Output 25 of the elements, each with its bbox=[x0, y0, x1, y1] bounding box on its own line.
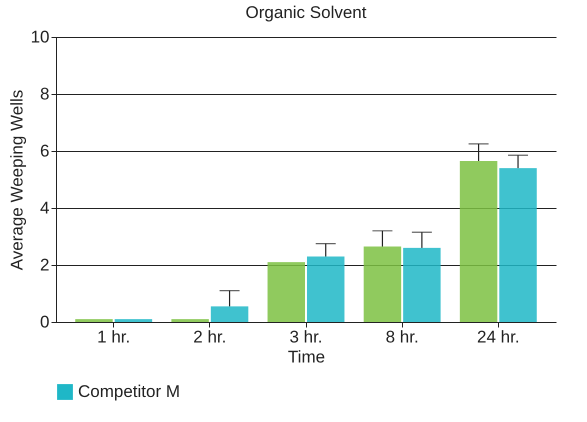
y-tick-label: 2 bbox=[40, 256, 50, 274]
y-tick-label: 0 bbox=[40, 312, 50, 332]
bar bbox=[403, 248, 441, 322]
x-axis-title: Time bbox=[288, 348, 326, 366]
chart-title: Organic Solvent bbox=[246, 3, 367, 22]
bar bbox=[268, 262, 306, 322]
bar bbox=[306, 256, 344, 322]
y-axis-title: Average Weeping Wells bbox=[8, 90, 27, 270]
x-tick-label: 3 hr. bbox=[289, 328, 323, 346]
bar bbox=[210, 306, 248, 322]
y-tick-label: 8 bbox=[40, 84, 50, 104]
y-tick-label: 10 bbox=[30, 28, 50, 46]
bar bbox=[171, 319, 209, 322]
y-tick-label: 6 bbox=[40, 142, 50, 160]
bar bbox=[460, 160, 498, 322]
y-tick-label: 4 bbox=[40, 198, 50, 218]
x-tick-label: 1 hr. bbox=[97, 328, 130, 346]
x-tick-label: 24 hr. bbox=[477, 328, 520, 346]
x-tick-label: 8 hr. bbox=[386, 328, 419, 346]
bar bbox=[364, 246, 402, 322]
bar bbox=[114, 319, 152, 322]
legend-label: Competitor M bbox=[78, 382, 180, 401]
x-tick-label: 2 hr. bbox=[193, 328, 226, 346]
bar bbox=[499, 168, 537, 322]
bar bbox=[75, 319, 113, 322]
